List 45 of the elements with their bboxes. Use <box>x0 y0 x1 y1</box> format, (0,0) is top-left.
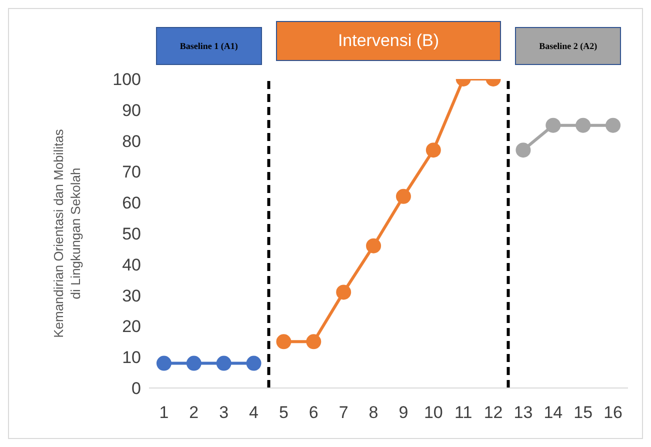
text: Intervensi (B) <box>276 21 502 61</box>
y-tick-label: 100 <box>112 70 141 90</box>
y-tick-label: 50 <box>122 224 141 244</box>
x-tick-label: 9 <box>398 403 408 422</box>
point <box>186 356 202 371</box>
point <box>156 356 172 371</box>
y-tick-label: 20 <box>122 317 141 336</box>
point <box>216 356 232 371</box>
x-tick-label: 6 <box>308 403 318 422</box>
x-tick-label: 12 <box>484 403 503 422</box>
x-tick-label: 7 <box>338 403 348 422</box>
x-tick-label: 16 <box>604 403 622 422</box>
x-tick-label: 13 <box>514 403 533 422</box>
x-tick-label: 4 <box>249 403 259 422</box>
y-tick-label: 70 <box>122 162 141 182</box>
point <box>576 118 591 133</box>
point <box>246 356 262 371</box>
point <box>396 188 411 204</box>
point <box>336 284 352 300</box>
text: Baseline 2 (A2) <box>515 27 622 65</box>
x-tick-label: 11 <box>454 403 472 422</box>
y-tick-label: 0 <box>132 379 141 398</box>
x-tick-label: 1 <box>159 403 169 422</box>
x-tick-label: 10 <box>424 403 443 422</box>
y-tick-label: 10 <box>122 348 141 368</box>
x-tick-label: 3 <box>219 403 229 422</box>
point <box>426 142 441 158</box>
point <box>516 142 531 158</box>
x-tick-label: 2 <box>189 403 199 422</box>
y-tick-label: 30 <box>122 286 141 306</box>
point <box>366 238 382 254</box>
x-tick-label: 15 <box>574 403 593 422</box>
y-axis-title: Kemandirian Orientasi dan Mobilitas di Lingkungan Sekolah <box>51 128 83 338</box>
text: Baseline 1 (A1) <box>156 27 262 65</box>
x-tick-label: 8 <box>368 403 378 422</box>
point <box>546 118 561 133</box>
point <box>606 118 621 133</box>
x-tick-label: 5 <box>278 403 288 422</box>
y-tick-label: 90 <box>122 100 141 120</box>
point <box>306 334 322 350</box>
y-tick-label: 80 <box>122 132 141 151</box>
point <box>276 334 292 350</box>
x-tick-label: 14 <box>544 403 563 422</box>
y-tick-label: 40 <box>122 255 141 274</box>
y-tick-label: 60 <box>122 194 141 213</box>
